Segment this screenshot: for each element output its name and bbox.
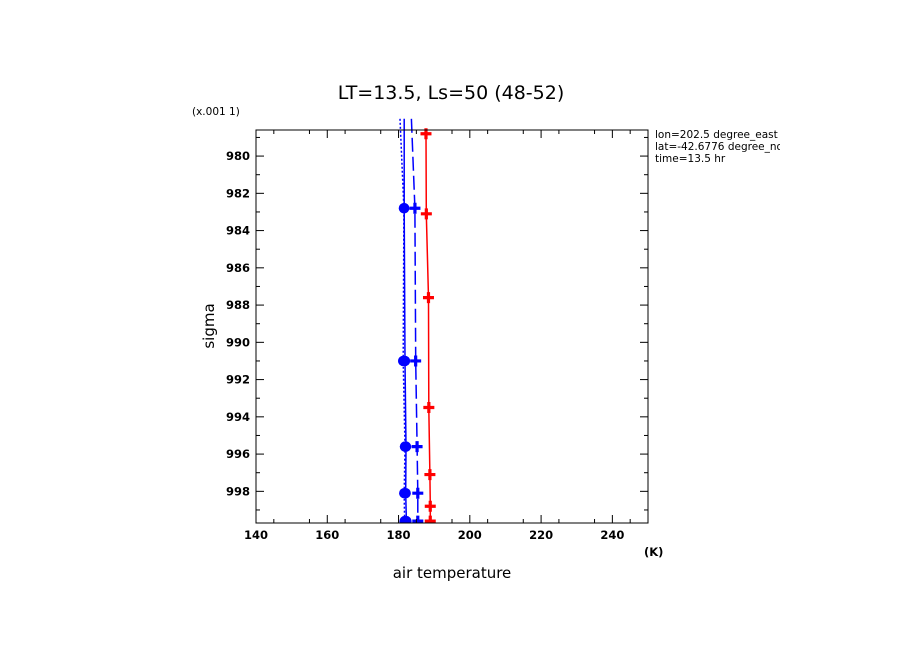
y-tick-label: 984 bbox=[226, 224, 250, 238]
series-2-point bbox=[399, 355, 411, 367]
series-4-point bbox=[424, 469, 436, 481]
y-tick-label: 998 bbox=[226, 484, 250, 498]
annotation-line: time=13.5 hr bbox=[655, 153, 726, 165]
y-tick-label: 990 bbox=[226, 335, 250, 349]
y-tick-label: 994 bbox=[226, 410, 250, 424]
ticks-layer: 140 160 180 200 220 240 980 982 984 986 988 990 992 9… bbox=[226, 130, 648, 542]
x-tick-label: 180 bbox=[387, 528, 411, 542]
y-tick-label: 996 bbox=[226, 447, 250, 461]
x-unit-label: (K) bbox=[644, 545, 663, 559]
y-tick-label: 992 bbox=[226, 373, 250, 387]
y-unit-label: (x.001 1) bbox=[192, 106, 240, 118]
series-3-point bbox=[410, 355, 422, 367]
series-2-point bbox=[400, 487, 411, 499]
annotation-line: lon=202.5 degree_east bbox=[655, 129, 778, 141]
series-line-4 bbox=[425, 133, 432, 522]
y-tick-label: 988 bbox=[226, 298, 250, 312]
y-tick-label: 986 bbox=[226, 261, 250, 275]
x-tick-label: 220 bbox=[529, 528, 553, 542]
x-tick-label: 240 bbox=[600, 528, 624, 542]
chart-title: LT=13.5, Ls=50 (48-52) bbox=[338, 82, 565, 104]
series-3-point bbox=[412, 515, 424, 523]
series-layer bbox=[397, 118, 436, 523]
series-2-point bbox=[399, 203, 410, 214]
x-tick-label: 140 bbox=[244, 528, 268, 542]
series-2-point bbox=[401, 515, 412, 523]
plot-frame bbox=[255, 129, 649, 524]
series-line-3 bbox=[410, 118, 419, 522]
x-axis-label: air temperature bbox=[393, 564, 512, 582]
annotation-line: lat=-42.6776 degree_north bbox=[655, 141, 798, 153]
series-3-point bbox=[409, 202, 421, 214]
series-3-point bbox=[412, 487, 424, 499]
y-axis-label: sigma bbox=[200, 303, 218, 348]
series-line-2 bbox=[403, 118, 408, 522]
series-2-point bbox=[400, 441, 412, 452]
series-4-point bbox=[423, 402, 435, 414]
series-4-point bbox=[424, 515, 436, 523]
series-4-point bbox=[424, 500, 436, 512]
series-3-point bbox=[411, 441, 423, 453]
series-4-point bbox=[420, 208, 432, 220]
y-tick-label: 982 bbox=[226, 186, 250, 200]
series-line-1 bbox=[399, 118, 406, 522]
x-tick-label: 160 bbox=[315, 528, 339, 542]
y-tick-label: 980 bbox=[226, 149, 250, 163]
x-tick-label: 200 bbox=[458, 528, 482, 542]
series-4-point bbox=[422, 292, 434, 304]
